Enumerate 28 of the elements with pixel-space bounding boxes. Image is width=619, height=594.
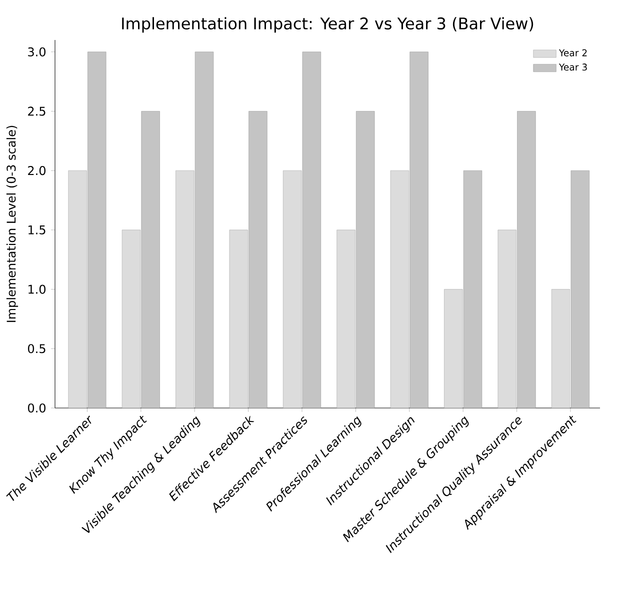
y-tick-label: 2.0 [28, 166, 46, 176]
y-tick-label: 2.5 [28, 106, 46, 116]
bar [390, 170, 410, 408]
bar [194, 52, 214, 408]
bar [88, 52, 106, 408]
y-axis-title: Implementation Level (0-3 scale) [6, 126, 18, 322]
y-tick-label: 1.5 [28, 225, 46, 234]
bar [248, 111, 268, 408]
bar [444, 289, 463, 408]
legend-label: Year 3 [558, 64, 587, 71]
bar [141, 111, 160, 408]
y-tick-label: 0.5 [28, 344, 46, 354]
bar [410, 52, 428, 408]
bar [176, 170, 194, 408]
bar [356, 111, 375, 408]
bar [336, 230, 356, 408]
y-tick-label: 1.0 [28, 284, 46, 294]
chart-title: Implementation Impact: Year 2 vs Year 3 (Bar View) [122, 17, 534, 33]
bar [551, 289, 570, 408]
bar [229, 230, 248, 408]
y-tick-label: 0.0 [28, 403, 46, 413]
y-tick-label: 3.0 [28, 47, 46, 56]
bar [283, 170, 302, 408]
bar [498, 230, 516, 408]
bar [122, 230, 141, 408]
bar [68, 170, 87, 408]
bar [517, 111, 536, 408]
legend-label: Year 2 [558, 49, 587, 56]
